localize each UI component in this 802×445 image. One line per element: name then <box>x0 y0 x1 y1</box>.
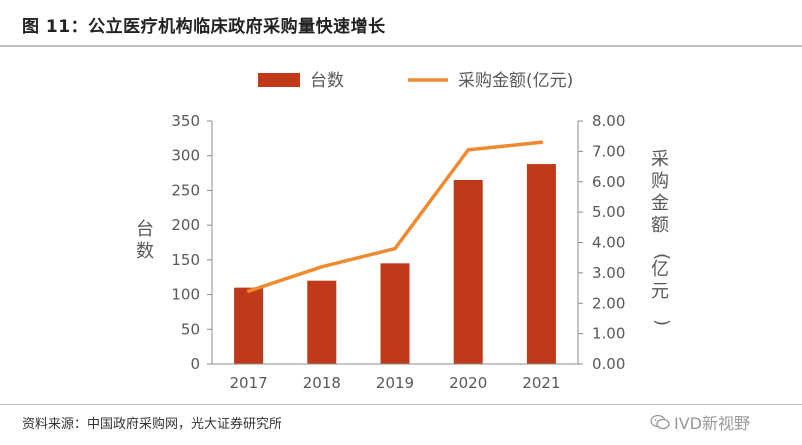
bar-2017 <box>234 287 264 364</box>
chart-legend: 台数 采购金额(亿元) <box>258 71 573 91</box>
figure-title: 图 11：公立医疗机构临床政府采购量快速增长 <box>22 17 386 37</box>
x-tick-label: 2017 <box>230 374 268 392</box>
left-tick-label: 0 <box>190 355 200 373</box>
right-tick-label: 5.00 <box>592 203 625 221</box>
right-axis-title: 采购金额(亿元) <box>651 149 672 326</box>
right-tick-label: 6.00 <box>592 173 625 191</box>
right-tick-label: 0.00 <box>592 355 625 373</box>
right-tick-label: 8.00 <box>592 112 625 130</box>
amount-point-2019 <box>393 247 397 251</box>
bottom-divider <box>0 404 802 405</box>
right-tick-label: 4.00 <box>592 234 625 252</box>
bar-2020 <box>453 180 483 364</box>
amount-point-2020 <box>466 148 470 152</box>
bar-2018 <box>307 280 337 364</box>
x-tick-label: 2018 <box>303 374 341 392</box>
bar-2019 <box>380 263 410 364</box>
chart-axes: 0 50 100 150 200 250 300 350 0.00 1.00 2.00 3.00 4.0… <box>136 112 672 392</box>
bar-2021 <box>526 164 556 364</box>
left-tick-label: 300 <box>171 147 200 165</box>
line-series <box>246 140 544 293</box>
x-tick-label: 2020 <box>449 374 487 392</box>
watermark-text: IVD新视野 <box>674 414 750 433</box>
left-tick-label: 350 <box>171 112 200 130</box>
x-tick-label: 2021 <box>522 374 560 392</box>
left-axis-title: 台数 <box>136 219 154 262</box>
chart: 台数 采购金额(亿元) 0501001502002503003500.001.00… <box>136 71 672 392</box>
legend-bar-label: 台数 <box>310 71 344 91</box>
left-tick-label: 200 <box>171 216 200 234</box>
bar-series <box>234 164 556 364</box>
left-tick-label: 150 <box>171 251 200 269</box>
right-tick-label: 7.00 <box>592 142 625 160</box>
left-tick-label: 100 <box>171 286 200 304</box>
legend-line-label: 采购金额(亿元) <box>458 71 573 91</box>
right-tick-label: 1.00 <box>592 325 625 343</box>
legend-bar-swatch <box>258 73 300 87</box>
source-note: 资料来源：中国政府采购网，光大证券研究所 <box>22 417 283 432</box>
right-tick-label: 2.00 <box>592 294 625 312</box>
top-divider <box>0 45 802 47</box>
amount-point-2021 <box>539 140 543 144</box>
left-tick-label: 50 <box>181 320 200 338</box>
right-tick-label: 3.00 <box>592 264 625 282</box>
amount-point-2018 <box>320 265 324 269</box>
watermark: IVD新视野 <box>650 410 750 434</box>
wechat-icon <box>650 414 670 430</box>
x-tick-label: 2019 <box>376 374 414 392</box>
left-tick-label: 250 <box>171 181 200 199</box>
amount-point-2017 <box>247 289 251 293</box>
